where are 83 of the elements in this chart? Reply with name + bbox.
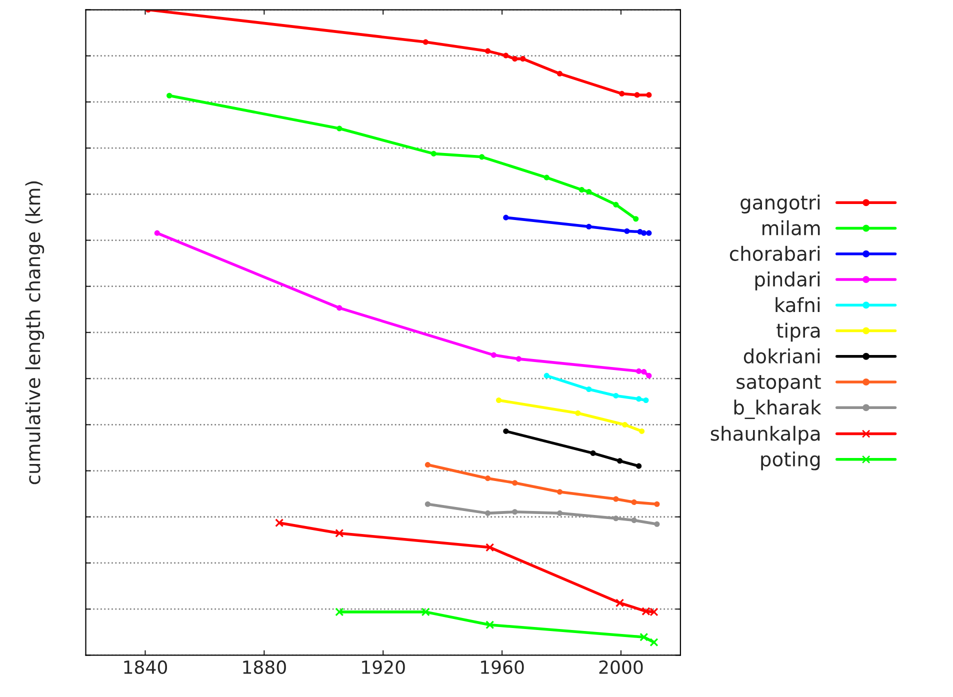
point (556, 510, 562, 516)
point (556, 70, 562, 76)
point (586, 386, 592, 392)
legend-label: pindari (755, 272, 820, 290)
point (590, 450, 596, 456)
point (484, 510, 491, 516)
x-tick-label: 1920 (362, 660, 405, 674)
point (484, 476, 491, 482)
point (544, 174, 550, 180)
point (166, 92, 172, 98)
y-axis-title: cumulative length change (km) (25, 181, 44, 484)
legend-label: shaunkalpa (710, 426, 820, 445)
point (631, 499, 637, 505)
legend-label: chorabari (730, 246, 820, 261)
point (624, 228, 630, 234)
point (556, 489, 562, 495)
point (516, 356, 522, 362)
point (544, 372, 550, 378)
point (424, 501, 430, 507)
point (654, 501, 660, 507)
point (636, 368, 642, 374)
point (490, 352, 496, 358)
point (486, 620, 494, 630)
point (336, 126, 342, 132)
point (613, 392, 619, 398)
point (650, 638, 658, 647)
point (335, 528, 344, 538)
point (613, 496, 619, 502)
point (640, 632, 648, 642)
point (520, 56, 526, 62)
legend-label: dokriani (744, 348, 820, 364)
point (619, 90, 625, 96)
point (479, 154, 485, 160)
point (430, 150, 436, 156)
point (154, 230, 160, 236)
point (646, 92, 652, 98)
point (512, 509, 518, 515)
point (615, 598, 624, 608)
legend-label: poting (761, 451, 820, 470)
point (335, 608, 344, 616)
legend-label: b_kharak (734, 400, 822, 420)
legend-label: satopant (736, 375, 821, 393)
legend-label: tipra (776, 322, 820, 342)
point (586, 224, 592, 230)
point (636, 463, 642, 469)
point (613, 202, 619, 208)
point (575, 410, 581, 416)
x-tick-label: 1880 (243, 660, 286, 674)
point (586, 188, 592, 195)
legend-label: milam (762, 220, 820, 236)
point (503, 52, 509, 58)
x-tick-label: 2000 (599, 660, 643, 674)
point (641, 369, 647, 375)
point (486, 543, 494, 552)
point (503, 214, 509, 220)
x-tick-label: 1960 (481, 660, 524, 674)
legend-label: gangotri (740, 194, 820, 214)
point (275, 518, 284, 528)
point (512, 480, 518, 486)
point (641, 230, 647, 236)
x-tick-label: 1840 (124, 660, 168, 674)
legend-label: kafni (776, 297, 820, 312)
point (512, 56, 518, 62)
point (613, 516, 619, 522)
point (633, 216, 639, 222)
point (496, 397, 502, 404)
point (578, 187, 585, 193)
point (631, 518, 637, 524)
point (639, 428, 645, 434)
point (336, 305, 342, 311)
point (503, 428, 509, 434)
point (484, 48, 491, 54)
point (643, 397, 649, 404)
point (636, 396, 642, 402)
point (422, 39, 428, 45)
point (646, 372, 652, 378)
point (617, 458, 623, 464)
point (424, 462, 430, 468)
point (421, 608, 430, 616)
point (646, 230, 652, 236)
point (634, 92, 640, 98)
point (622, 422, 628, 428)
point (654, 521, 660, 527)
